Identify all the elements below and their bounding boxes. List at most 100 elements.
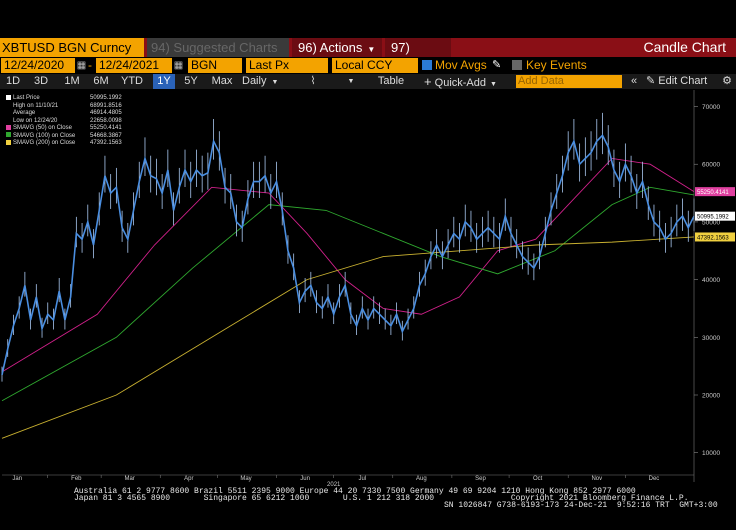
legend-item: SMAVG (50) on Close 55250.4141 xyxy=(6,124,122,132)
price-tag-label: 50995.1992 xyxy=(697,215,729,221)
legend-value: 55250.4141 xyxy=(90,125,122,131)
edit-menu[interactable]: 97) Edit▼ xyxy=(385,38,451,74)
ticker-field[interactable]: XBTUSD BGN Curncy xyxy=(0,38,144,57)
chart-style-icon[interactable]: ⌇ xyxy=(310,75,316,87)
x-tick-label: Mar xyxy=(125,476,135,482)
legend-label: SMAVG (50) on Close xyxy=(13,125,72,131)
y-axis: 10000 20000 30000 40000 50000 60000 70000 xyxy=(693,90,720,482)
add-data-input[interactable]: Add Data xyxy=(516,75,622,88)
field-selector[interactable]: Last Px xyxy=(246,58,328,73)
legend-label: Low on 12/24/20 xyxy=(13,117,58,124)
price-tag-label: 47392.1563 xyxy=(697,235,729,241)
chevron-down-icon: ▼ xyxy=(490,81,497,88)
x-tick-label: Jan xyxy=(12,476,22,482)
x-tick-label: Oct xyxy=(533,476,543,482)
y-tick-label: 10000 xyxy=(702,450,720,457)
legend-swatch xyxy=(6,102,11,108)
edit-chart-label: Edit Chart xyxy=(658,75,708,87)
key-events-checkbox[interactable] xyxy=(512,60,522,70)
source-field[interactable]: BGN xyxy=(188,58,242,73)
legend-swatch xyxy=(6,117,11,123)
legend-label: SMAVG (100) on Close xyxy=(13,132,76,139)
y-tick-label: 50000 xyxy=(702,219,720,226)
chevron-down-icon[interactable]: ▼ xyxy=(347,78,355,85)
legend-swatch xyxy=(6,124,11,130)
legend-value: 54668.3867 xyxy=(90,132,122,139)
legend-item: SMAVG (100) on Close 54668.3867 xyxy=(6,132,122,140)
frequency-selector[interactable]: Daily ▼ xyxy=(242,74,300,89)
legend-item: High on 11/10/21 68991.8516 xyxy=(6,102,122,110)
start-date-field[interactable]: 12/24/2020 xyxy=(1,58,75,73)
y-tick-label: 70000 xyxy=(702,104,720,111)
chart-legend: Last Price 50995.1992 High on 11/10/21 6899… xyxy=(0,94,122,154)
legend-label: Average xyxy=(13,110,36,116)
end-date-field[interactable]: 12/24/2021 xyxy=(96,58,172,73)
price-line xyxy=(1,134,695,375)
mov-avgs-checkbox[interactable] xyxy=(422,60,432,70)
gear-icon[interactable]: ⚙ xyxy=(722,75,732,87)
legend-value: 47392.1563 xyxy=(90,140,122,146)
period-max[interactable]: Max xyxy=(211,75,233,87)
moving-average-line xyxy=(1,236,695,439)
legend-item: Low on 12/24/20 22658.0098 xyxy=(6,117,122,125)
chevron-down-icon: ▼ xyxy=(271,79,279,86)
legend-label: SMAVG (200) on Close xyxy=(13,140,76,146)
price-tag-label: 55250.4141 xyxy=(697,190,729,196)
pencil-icon: ✎ xyxy=(646,75,656,87)
chevron-down-icon: ▼ xyxy=(367,45,376,54)
legend-label: Last Price xyxy=(13,95,40,101)
calendar-icon[interactable]: ▦ xyxy=(76,60,87,71)
actions-label: 96) Actions xyxy=(298,40,363,55)
title-bar: XBTUSD BGN Curncy 94) Suggested Charts 9… xyxy=(0,38,736,74)
footer-line-2: Japan 81 3 4565 8900 Singapore 65 6212 1… xyxy=(74,494,689,503)
legend-swatch xyxy=(6,109,11,115)
plus-icon: + xyxy=(424,74,432,89)
actions-menu[interactable]: 96) Actions ▼ xyxy=(292,38,382,57)
legend-label: High on 11/10/21 xyxy=(13,102,59,109)
quick-add-label: Quick-Add xyxy=(434,77,487,89)
price-tag xyxy=(695,187,735,197)
footer-line-3: SN 1026847 G738-6193-173 24-Dec-21 9:52:… xyxy=(444,501,718,510)
x-tick-label: Jul xyxy=(358,476,366,482)
edit-chart-button[interactable]: ✎ Edit Chart xyxy=(646,74,718,89)
x-tick-label: Jun xyxy=(300,476,310,482)
mov-avgs-label: Mov Avgs xyxy=(435,58,487,72)
key-events-label: Key Events xyxy=(526,58,587,72)
currency-selector[interactable]: Local CCY xyxy=(332,58,418,73)
period-6m[interactable]: 6M xyxy=(93,75,109,87)
table-button[interactable]: Table xyxy=(377,75,405,87)
x-axis: Jan Feb Mar Apr May Jun Jul Aug Sep Oct Nov Dec 2021 xyxy=(2,474,694,488)
x-tick-label: Sep xyxy=(475,476,486,482)
period-1m[interactable]: 1M xyxy=(64,75,80,87)
y-tick-label: 40000 xyxy=(702,277,720,284)
x-tick-label: Nov xyxy=(591,476,602,482)
period-1y[interactable]: 1Y xyxy=(153,74,175,89)
legend-value: 46914.4805 xyxy=(90,110,122,116)
collapse-icon[interactable]: « xyxy=(630,75,638,87)
y-tick-label: 60000 xyxy=(702,162,720,169)
suggested-charts-button[interactable]: 94) Suggested Charts xyxy=(147,38,289,57)
x-tick-label: Feb xyxy=(71,476,82,482)
legend-swatch xyxy=(6,139,11,145)
price-tags: 55250.4141 50995.1992 47392.1563 xyxy=(695,187,735,242)
footer-line-1: Australia 61 2 9777 8600 Brazil 5511 239… xyxy=(74,487,636,496)
price-chart[interactable]: 10000 20000 30000 40000 50000 60000 70000 Jan F… xyxy=(0,89,736,530)
x-year-label: 2021 xyxy=(327,482,341,488)
legend-item: Last Price 50995.1992 xyxy=(6,94,122,102)
period-1d[interactable]: 1D xyxy=(5,75,21,87)
price-tag xyxy=(695,232,735,242)
calendar-icon[interactable]: ▦ xyxy=(173,60,184,71)
x-tick-label: Apr xyxy=(184,476,193,482)
pencil-icon[interactable]: ✎ xyxy=(492,59,502,71)
legend-swatch xyxy=(6,94,11,100)
legend-value: 68991.8516 xyxy=(90,102,122,109)
x-tick-label: Aug xyxy=(416,476,427,482)
moving-average-line xyxy=(1,157,695,373)
legend-value: 22658.0098 xyxy=(90,117,122,124)
quick-add-button[interactable]: + Quick-Add ▼ xyxy=(424,74,514,89)
period-5y[interactable]: 5Y xyxy=(184,75,198,87)
chart-type-title: Candle Chart xyxy=(643,39,727,55)
period-3d[interactable]: 3D xyxy=(33,75,49,87)
period-ytd[interactable]: YTD xyxy=(121,75,143,87)
price-tag xyxy=(695,211,735,221)
